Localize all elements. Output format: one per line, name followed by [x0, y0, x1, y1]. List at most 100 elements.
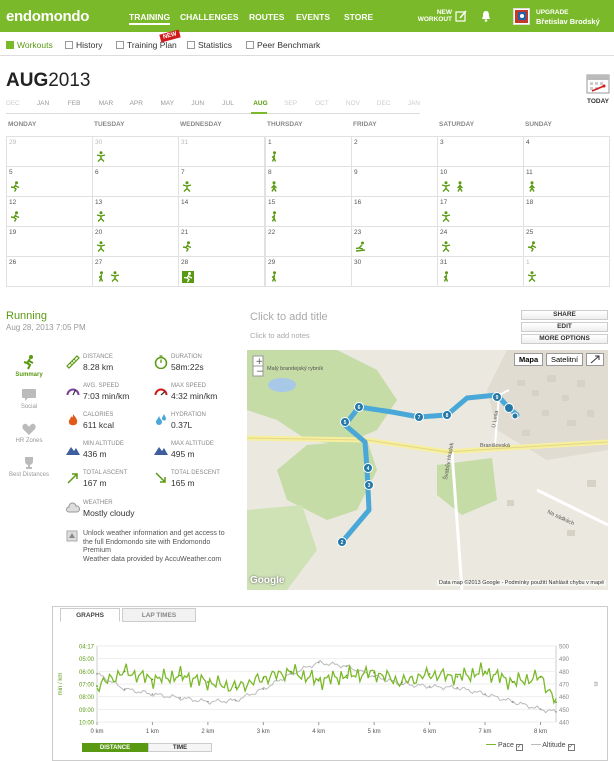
month-link[interactable]: DEC [6, 100, 20, 107]
nav-training[interactable]: TRAINING [129, 12, 171, 25]
exercise-icon[interactable] [441, 211, 451, 224]
edit-button[interactable]: EDIT [521, 322, 608, 332]
month-link[interactable]: AUG [253, 100, 268, 107]
user-name[interactable]: Břetislav Brodský [536, 17, 600, 26]
subnav-workouts[interactable]: Workouts [6, 40, 53, 50]
hiking-icon[interactable] [527, 181, 537, 194]
calendar-day[interactable]: 28 [178, 256, 265, 287]
distance-toggle[interactable]: DISTANCE [82, 743, 148, 752]
walking-icon[interactable] [269, 151, 279, 164]
more-options-button[interactable]: MORE OPTIONS [521, 334, 608, 344]
month-link[interactable]: SEP [284, 100, 298, 107]
exercise-icon[interactable] [96, 151, 106, 164]
add-notes-field[interactable]: Click to add notes [250, 331, 310, 340]
upgrade-link[interactable]: UPGRADE [536, 9, 569, 16]
month-link[interactable]: OCT [315, 100, 329, 107]
month-link[interactable]: FEB [67, 100, 81, 107]
edit-icon[interactable] [455, 10, 467, 22]
calendar-day[interactable]: 16 [351, 196, 438, 227]
pace-checkbox[interactable]: ✓ [515, 744, 523, 751]
calendar-day[interactable]: 31 [178, 136, 265, 167]
calendar-day[interactable]: 5 [6, 166, 93, 197]
calendar-day[interactable]: 25 [523, 226, 610, 257]
calendar-day[interactable]: 10 [437, 166, 524, 197]
tab-lap-times[interactable]: LAP TIMES [122, 608, 196, 622]
calendar-day[interactable]: 29 [6, 136, 93, 167]
today-button[interactable]: TODAY [585, 72, 611, 105]
running-icon[interactable] [527, 241, 537, 254]
month-link[interactable]: MAR [98, 100, 114, 107]
month-link[interactable]: JAN [407, 100, 420, 107]
calendar-day[interactable]: 31 [437, 256, 524, 287]
hiking-icon[interactable] [455, 181, 465, 194]
bell-icon[interactable] [480, 10, 492, 22]
walking-icon[interactable] [96, 271, 106, 284]
calendar-day[interactable]: 9 [351, 166, 438, 197]
fullscreen-icon[interactable] [586, 353, 604, 366]
exercise-icon[interactable] [110, 271, 120, 284]
calendar-day[interactable]: 14 [178, 196, 265, 227]
calendar-day[interactable]: 17 [437, 196, 524, 227]
calendar-day[interactable]: 2 [351, 136, 438, 167]
avatar[interactable] [513, 8, 530, 25]
subnav-training-plan[interactable]: Training Plan [116, 40, 177, 50]
nav-events[interactable]: EVENTS [296, 12, 331, 22]
share-button[interactable]: SHARE [521, 310, 608, 320]
zoom-control[interactable]: + − [252, 355, 264, 377]
calendar-day[interactable]: 8 [265, 166, 352, 197]
calendar-day[interactable]: 21 [178, 226, 265, 257]
month-link[interactable]: APR [129, 100, 143, 107]
tab-best-distances[interactable]: Best Distances [6, 456, 52, 478]
nav-routes[interactable]: ROUTES [249, 12, 285, 22]
month-link[interactable]: JUL [222, 100, 234, 107]
calendar-day[interactable]: 29 [265, 256, 352, 287]
running-icon[interactable] [182, 241, 192, 254]
walking-icon[interactable] [269, 271, 279, 284]
route-map[interactable]: 2 3 4 5 6 7 8 9 Malý brandejský rybník B… [247, 350, 608, 590]
month-link[interactable]: JAN [36, 100, 50, 107]
month-link[interactable]: NOV [345, 100, 360, 107]
month-link[interactable]: JUN [191, 100, 205, 107]
subnav-statistics[interactable]: Statistics [187, 40, 232, 50]
calendar-day[interactable]: 13 [92, 196, 179, 227]
calendar-day[interactable]: 22 [265, 226, 352, 257]
nav-challenges[interactable]: CHALLENGES [180, 12, 239, 22]
calendar-day[interactable]: 6 [92, 166, 179, 197]
calendar-day[interactable]: 18 [523, 196, 610, 227]
month-link[interactable]: MAY [160, 100, 175, 107]
calendar-day[interactable]: 4 [523, 136, 610, 167]
exercise-icon[interactable] [441, 181, 451, 194]
calendar-day[interactable]: 24 [437, 226, 524, 257]
map-footer[interactable]: Data map ©2013 Google - Podmínky použití… [437, 580, 607, 586]
calendar-day[interactable]: 30 [351, 256, 438, 287]
calendar-day[interactable]: 12 [6, 196, 93, 227]
tab-hr-zones[interactable]: HR Zones [6, 422, 52, 444]
exercise-icon[interactable] [182, 181, 192, 194]
calendar-day[interactable]: 1 [265, 136, 352, 167]
calendar-day[interactable]: 11 [523, 166, 610, 197]
time-toggle[interactable]: TIME [148, 743, 212, 752]
satellite-button[interactable]: Satelitní [546, 353, 584, 366]
calendar-day[interactable]: 3 [437, 136, 524, 167]
add-title-field[interactable]: Click to add title [250, 311, 328, 323]
calendar-day[interactable]: 1 [523, 256, 610, 287]
exercise-icon[interactable] [96, 211, 106, 224]
exercise-icon[interactable] [527, 271, 537, 284]
tab-summary[interactable]: Summary [6, 354, 52, 378]
map-button[interactable]: Mapa [514, 353, 544, 366]
subnav-history[interactable]: History [65, 40, 102, 50]
exercise-icon[interactable] [96, 241, 106, 254]
running-icon[interactable] [10, 181, 20, 194]
tab-graphs[interactable]: GRAPHS [60, 608, 120, 622]
calendar-day[interactable]: 27 [92, 256, 179, 287]
new-workout-button[interactable]: NEW WORKOUT [416, 9, 452, 23]
subnav-peer-benchmark[interactable]: Peer Benchmark [246, 40, 320, 50]
selected-running-icon[interactable] [182, 271, 194, 285]
running-icon[interactable] [10, 211, 20, 224]
calendar-day[interactable]: 7 [178, 166, 265, 197]
calendar-day[interactable]: 26 [6, 256, 93, 287]
exercise-icon[interactable] [441, 241, 451, 254]
calendar-day[interactable]: 19 [6, 226, 93, 257]
walking-icon[interactable] [269, 211, 279, 224]
walking-icon[interactable] [441, 271, 451, 284]
